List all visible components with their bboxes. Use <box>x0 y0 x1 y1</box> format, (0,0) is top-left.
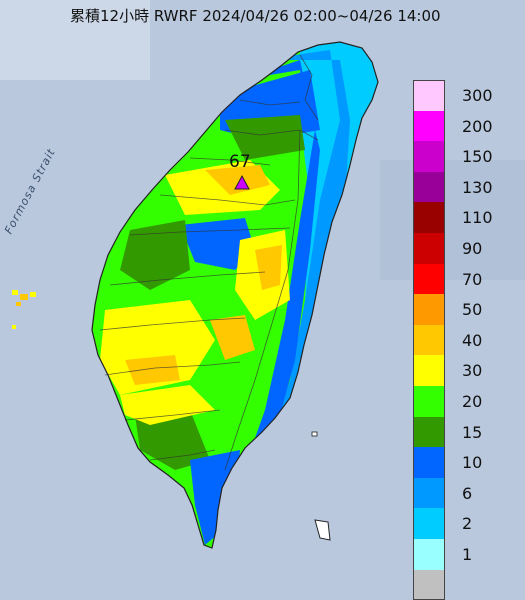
legend-label: 300 <box>462 86 493 105</box>
legend-label: 150 <box>462 147 493 167</box>
legend-swatch <box>413 294 445 325</box>
legend-swatch <box>413 141 445 172</box>
map-title: 累積12小時 RWRF 2024/04/26 02:00~04/26 14:00 <box>70 7 441 25</box>
legend-label: 110 <box>462 208 493 228</box>
legend-label: 70 <box>462 269 483 289</box>
legend-swatch <box>413 508 445 539</box>
penghu-islands <box>12 290 36 329</box>
peak-value-label: 67 <box>229 152 251 172</box>
legend-label: 40 <box>462 330 483 350</box>
taiwan-coastline <box>91 41 379 549</box>
legend-label: 1 <box>462 545 473 564</box>
lanyu-island <box>314 519 331 541</box>
legend-label: 50 <box>462 300 483 320</box>
legend-swatch <box>413 447 445 478</box>
legend-label: 10 <box>462 453 483 473</box>
legend-swatch <box>413 171 445 203</box>
legend-label: 30 <box>462 361 483 381</box>
legend-label: 90 <box>462 239 483 258</box>
legend-label: 2 <box>462 514 473 534</box>
county-boundaries <box>99 54 319 471</box>
green-island <box>311 431 318 437</box>
legend-swatch <box>413 385 445 417</box>
legend-label: 6 <box>462 483 473 503</box>
legend-label: 200 <box>462 116 493 136</box>
legend-label: 130 <box>462 177 493 197</box>
legend-swatch <box>413 416 445 448</box>
legend-swatch <box>413 538 445 570</box>
legend-swatch <box>413 263 445 295</box>
legend-swatch <box>413 569 445 600</box>
legend-swatch <box>413 477 445 509</box>
legend-swatch <box>413 324 445 356</box>
legend-swatch <box>413 80 445 111</box>
legend-swatch <box>413 110 445 142</box>
legend-label: 15 <box>462 422 483 442</box>
color-legend <box>413 80 445 600</box>
legend-swatch <box>413 232 445 264</box>
legend-swatch <box>413 355 445 386</box>
legend-swatch <box>413 202 445 233</box>
peak-marker-icon <box>234 174 250 190</box>
legend-label: 20 <box>462 392 483 411</box>
